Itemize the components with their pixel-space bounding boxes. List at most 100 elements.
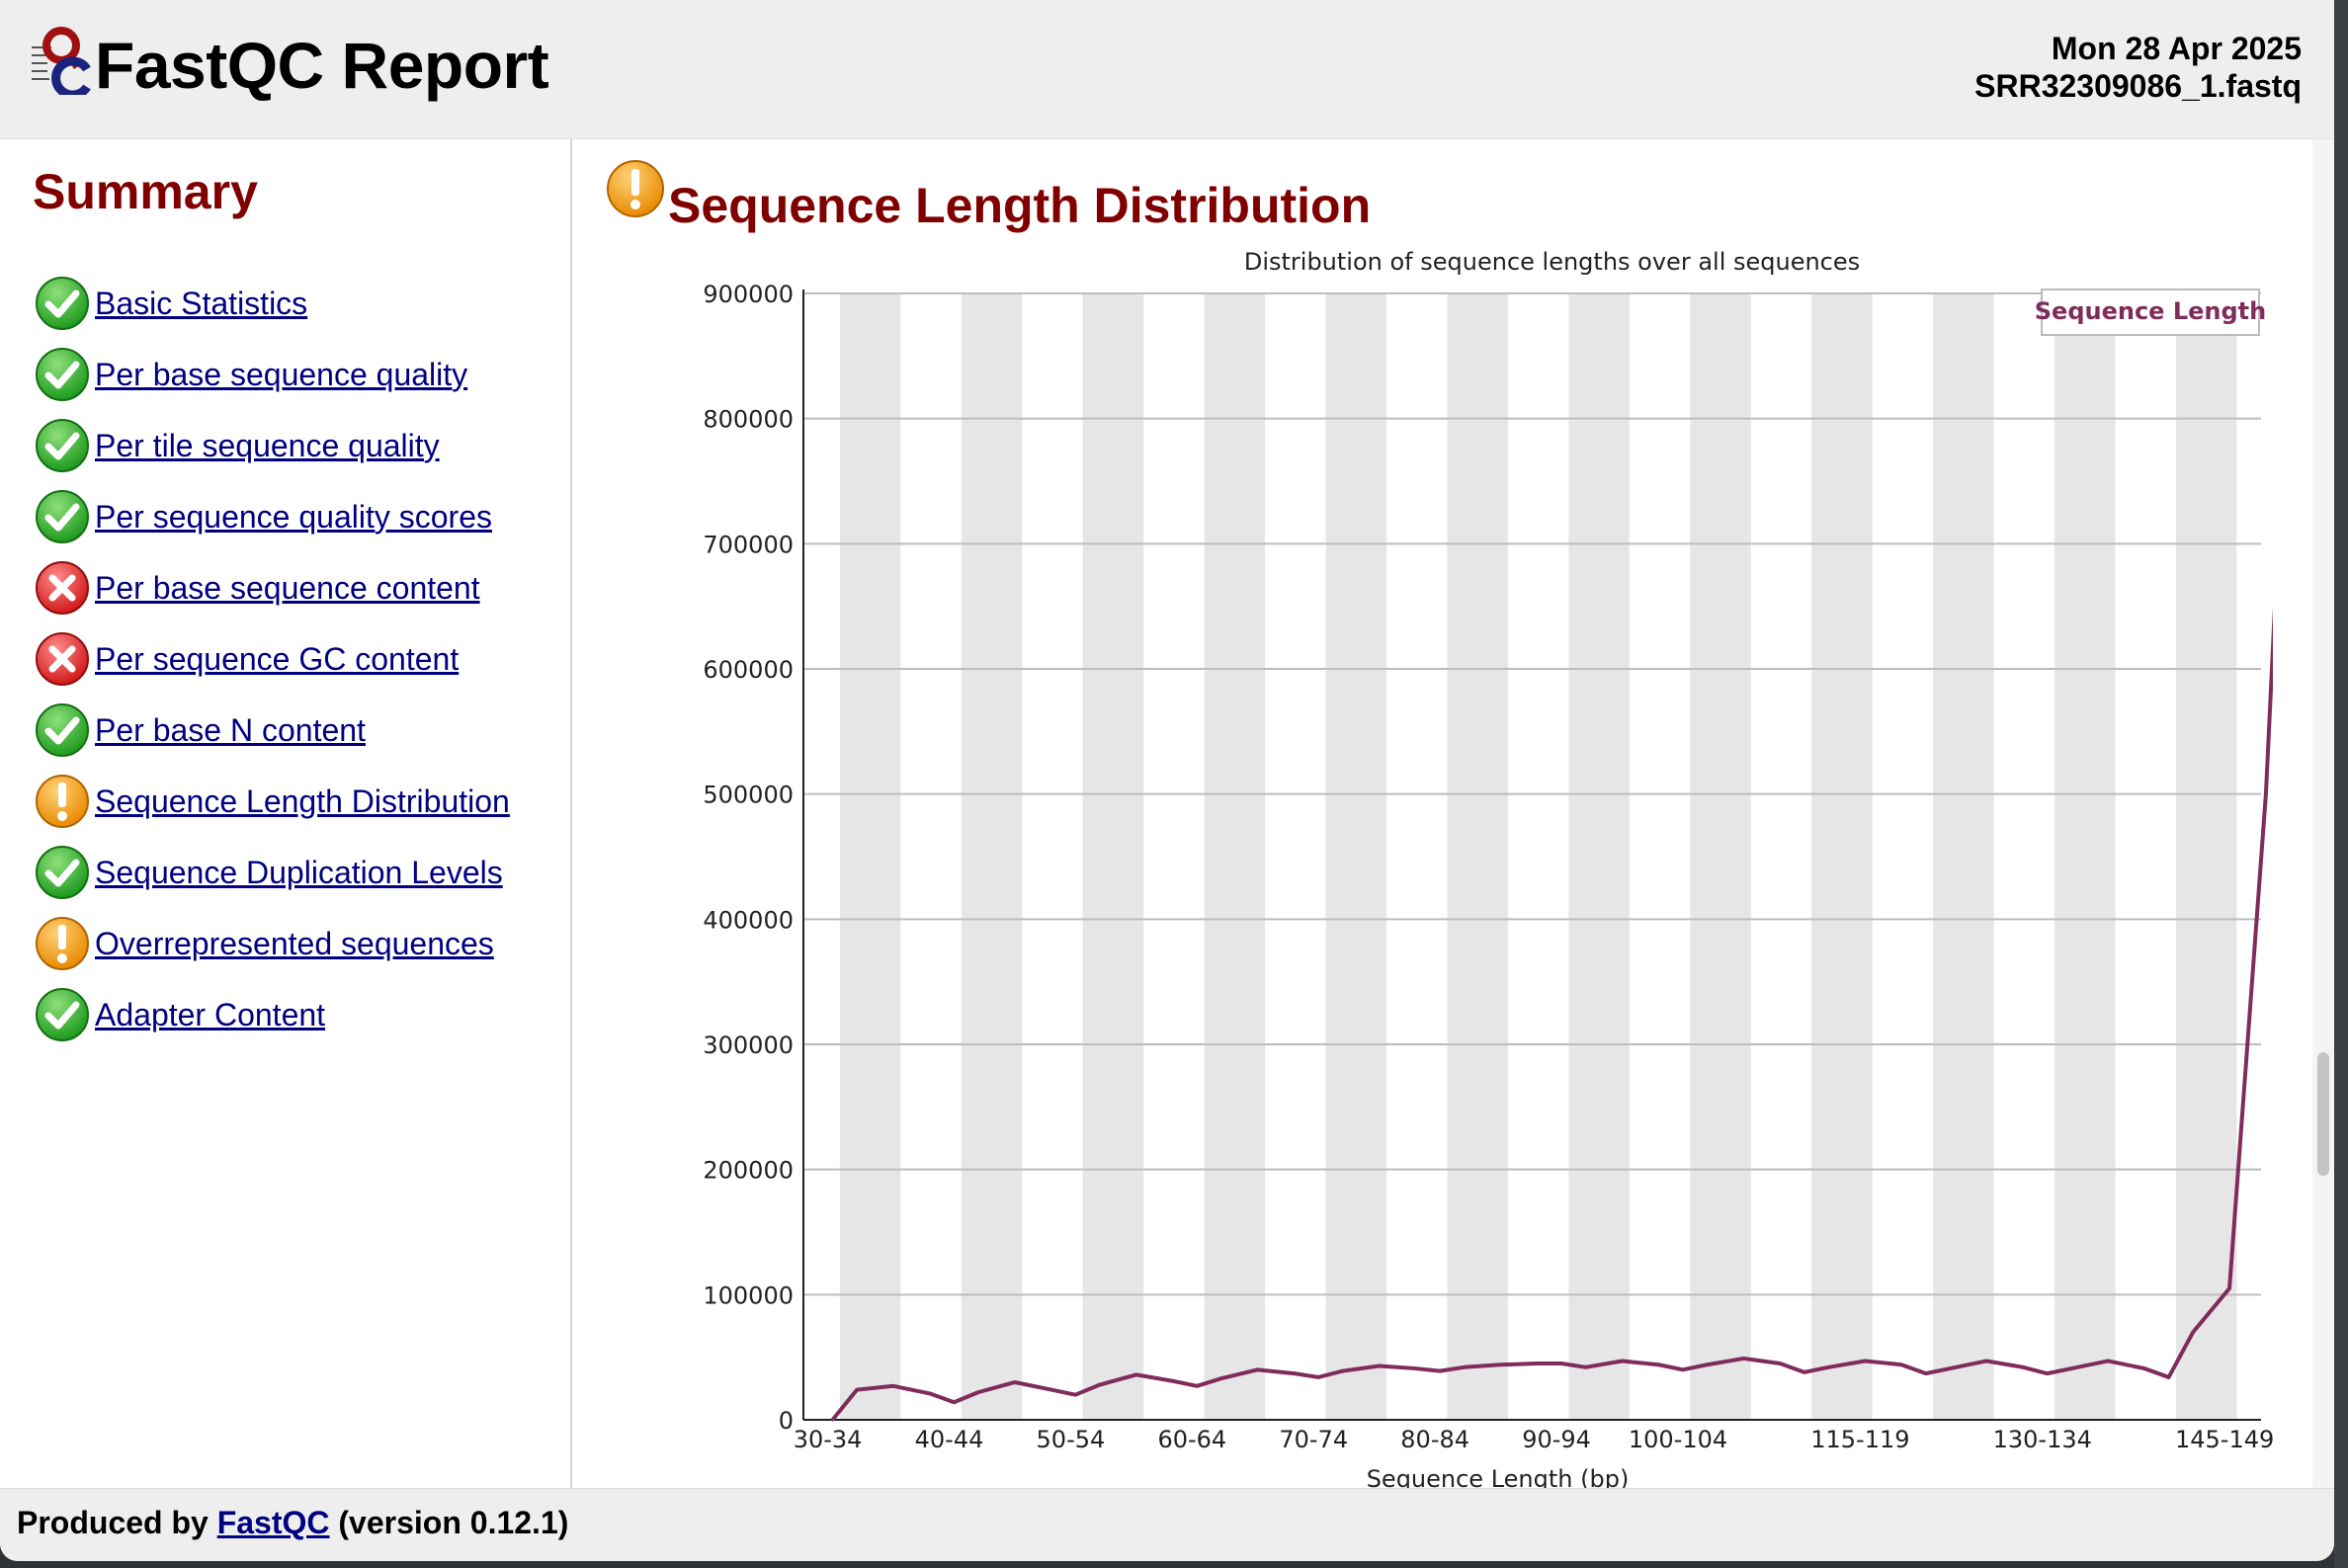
chart-band (2054, 293, 2115, 1420)
chart-band (840, 293, 900, 1420)
module-link[interactable]: Per tile sequence quality (95, 428, 440, 464)
x-tick-label: 130-134 (1993, 1426, 2092, 1453)
module-link[interactable]: Per base sequence content (95, 570, 480, 607)
x-tick-label: 30-34 (794, 1426, 863, 1453)
data-point (1924, 1372, 1927, 1375)
y-tick-label: 100000 (703, 1281, 794, 1309)
data-point (1074, 1393, 1077, 1396)
data-point (1317, 1375, 1320, 1378)
data-point (1499, 1363, 1502, 1366)
data-point (2046, 1372, 2049, 1375)
warning-icon (605, 158, 666, 219)
module-link[interactable]: Overrepresented sequences (95, 926, 494, 962)
vertical-scrollbar[interactable] (2312, 139, 2334, 1488)
data-point (1584, 1365, 1587, 1368)
data-point (1621, 1360, 1624, 1362)
pass-check-icon (34, 844, 91, 901)
data-point (2192, 1331, 2195, 1334)
data-point (831, 1419, 834, 1422)
data-point (1706, 1363, 1709, 1366)
fail-cross-icon (34, 559, 91, 617)
data-point (2143, 1367, 2146, 1370)
data-point (977, 1391, 980, 1394)
chart-title: Distribution of sequence lengths over al… (1244, 248, 1860, 276)
footer-prefix: Produced by (17, 1505, 217, 1540)
warning-icon (34, 915, 91, 972)
data-point (1657, 1363, 1660, 1366)
report-header: FastQC Report Mon 28 Apr 2025 SRR3230908… (0, 0, 2334, 139)
x-tick-label: 80-84 (1400, 1426, 1469, 1453)
scrollbar-thumb[interactable] (2317, 1052, 2329, 1176)
data-point (1219, 1377, 1222, 1380)
summary-module-item: Per base sequence quality (34, 339, 510, 410)
summary-module-item: Per sequence quality scores (34, 481, 510, 552)
summary-module-item: Overrepresented sequences (34, 908, 510, 979)
section-title: Sequence Length Distribution (668, 177, 1371, 234)
chart-band (1811, 293, 1872, 1420)
data-point (1098, 1383, 1101, 1386)
summary-module-item: Sequence Length Distribution (34, 766, 510, 837)
module-link[interactable]: Sequence Length Distribution (95, 784, 510, 820)
chart-band (1205, 293, 1265, 1420)
data-point (1049, 1388, 1052, 1391)
module-link[interactable]: Sequence Duplication Levels (95, 855, 503, 891)
y-tick-label: 900000 (703, 281, 794, 308)
pass-check-icon (34, 417, 91, 474)
sequence-length-chart: 0 100000 200000 300000 400000 500000 600000 700… (573, 238, 2273, 1552)
x-tick-label: 90-94 (1522, 1426, 1591, 1453)
pass-check-icon (34, 986, 91, 1043)
pass-check-icon (34, 488, 91, 545)
data-point (2107, 1360, 2110, 1362)
module-list: Basic Statistics Per base sequence qualit… (34, 268, 510, 1050)
data-point (2228, 1287, 2231, 1290)
report-date: Mon 28 Apr 2025 (1974, 30, 2302, 67)
data-point (1864, 1360, 1867, 1362)
data-point (1779, 1362, 1782, 1365)
summary-module-item: Per sequence GC content (34, 623, 510, 695)
data-point (1742, 1357, 1745, 1360)
report-filename: SRR32309086_1.fastq (1974, 67, 2302, 105)
data-point (1414, 1367, 1417, 1370)
chart-band (1447, 293, 1507, 1420)
pass-check-icon (34, 275, 91, 332)
data-point (1196, 1384, 1199, 1387)
x-tick-label: 60-64 (1157, 1426, 1226, 1453)
x-tick-label: 115-119 (1810, 1426, 1909, 1453)
fastqc-link[interactable]: FastQC (217, 1505, 330, 1540)
module-link[interactable]: Per sequence quality scores (95, 499, 492, 536)
data-point (2264, 792, 2267, 795)
module-link[interactable]: Per base N content (95, 712, 366, 749)
section-header: Sequence Length Distribution (605, 143, 1371, 234)
summary-title: Summary (33, 163, 258, 220)
data-point (1827, 1365, 1830, 1368)
data-point (1293, 1372, 1296, 1375)
y-tick-label: 800000 (703, 406, 794, 434)
chart-band (1083, 293, 1143, 1420)
background-window-edge (2334, 0, 2348, 1568)
y-tick-label: 0 (779, 1407, 794, 1435)
warning-icon (34, 773, 91, 830)
fastqc-logo-icon (30, 26, 97, 95)
main-content: Sequence Length Distribution 0 100000 2000… (573, 139, 2312, 1488)
data-point (2167, 1375, 2170, 1378)
summary-module-item: Basic Statistics (34, 268, 510, 339)
data-point (1439, 1369, 1442, 1372)
x-tick-label: 100-104 (1629, 1426, 1727, 1453)
data-point (928, 1392, 931, 1395)
data-point (1134, 1373, 1137, 1376)
module-link[interactable]: Adapter Content (95, 997, 325, 1033)
module-link[interactable]: Basic Statistics (95, 286, 307, 322)
summary-module-item: Per base sequence content (34, 552, 510, 623)
summary-module-item: Per base N content (34, 695, 510, 766)
data-point (1681, 1368, 1684, 1371)
y-tick-label: 300000 (703, 1032, 794, 1059)
chart-band (1690, 293, 1750, 1420)
module-link[interactable]: Per base sequence quality (95, 357, 467, 393)
footer-text: Produced by FastQC (version 0.12.1) (17, 1505, 568, 1541)
module-link[interactable]: Per sequence GC content (95, 641, 459, 678)
legend-label: Sequence Length (2035, 297, 2266, 325)
x-tick-label: 145-149 (2175, 1426, 2273, 1453)
pass-check-icon (34, 346, 91, 403)
data-point (1985, 1360, 1988, 1362)
y-tick-label: 600000 (703, 656, 794, 684)
